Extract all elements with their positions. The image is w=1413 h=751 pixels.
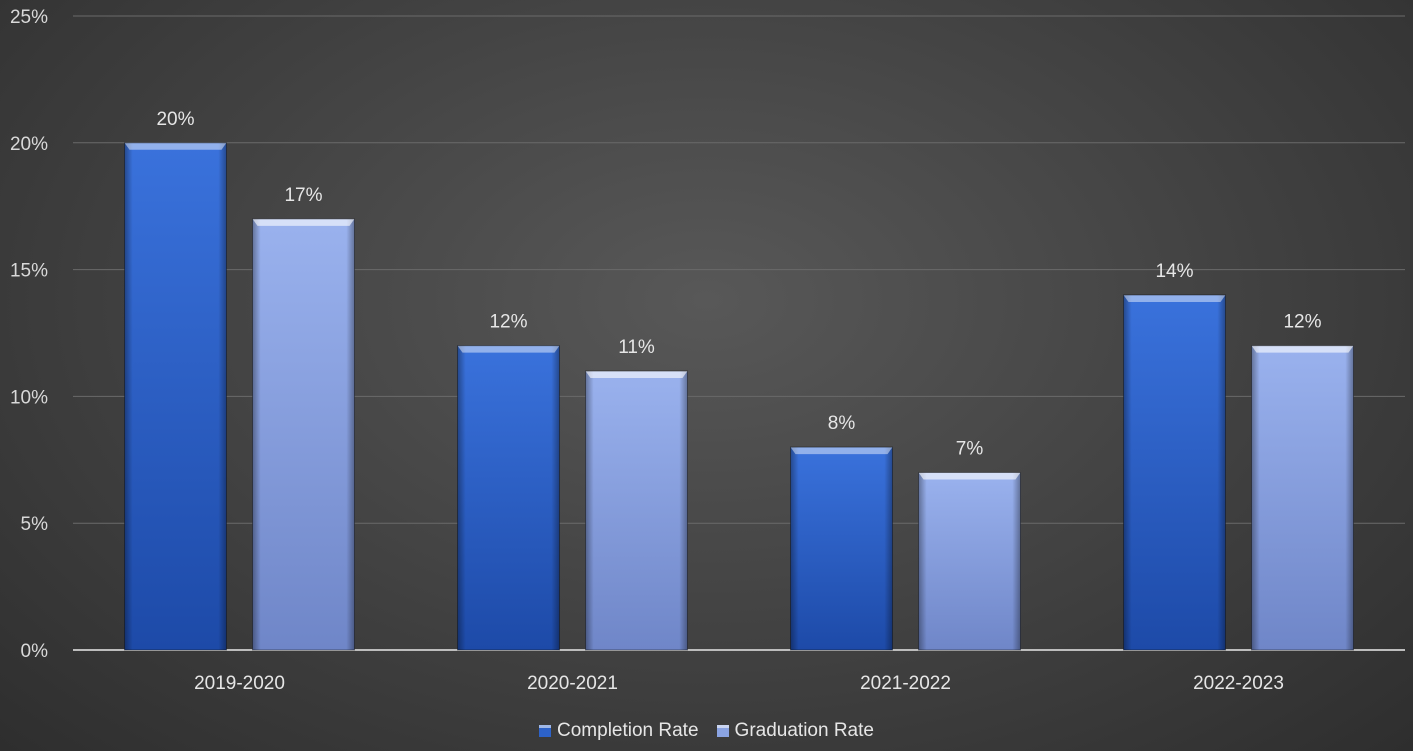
bar-top-bevel — [252, 218, 355, 226]
bar-completion-rate-2019-2020[interactable] — [124, 142, 227, 651]
bar-side-shade — [252, 218, 355, 650]
bar-top-bevel — [585, 371, 688, 379]
legend-label-graduation-rate: Graduation Rate — [734, 720, 874, 741]
bar-side-shade — [457, 345, 560, 650]
x-axis-ticks: 2019-2020 2020-2021 2021-2022 2022-2023 — [194, 673, 1284, 694]
y-tick-label: 25% — [10, 7, 48, 28]
bar-top-bevel — [457, 345, 560, 353]
data-label: 17% — [284, 185, 322, 206]
bar-outline — [1123, 294, 1226, 651]
bar-side-shade — [585, 371, 688, 650]
bar-outline — [585, 370, 688, 651]
bar-side-shade — [124, 142, 227, 651]
y-tick-label: 5% — [21, 514, 49, 535]
bar-completion-rate-2020-2021[interactable] — [457, 345, 560, 651]
bar-outline — [457, 345, 560, 651]
bar-top-bevel — [124, 142, 227, 150]
bar-completion-rate-2022-2023[interactable] — [1123, 294, 1226, 651]
legend-label-completion-rate: Completion Rate — [557, 720, 699, 741]
bar-side-shade — [918, 472, 1021, 650]
data-label: 20% — [156, 109, 194, 130]
bar-top-bevel — [790, 447, 893, 455]
bar-graduation-rate-2019-2020[interactable] — [252, 218, 355, 651]
bar-top-bevel — [1251, 345, 1354, 353]
y-tick-label: 0% — [21, 641, 49, 662]
data-label: 7% — [956, 438, 984, 459]
bar-graduation-rate-2020-2021[interactable] — [585, 370, 688, 651]
y-tick-label: 10% — [10, 387, 48, 408]
bar-outline — [790, 446, 893, 651]
data-label: 11% — [618, 337, 655, 358]
bar-outline — [124, 142, 227, 651]
legend-item-completion-rate[interactable]: Completion Rate — [539, 720, 699, 742]
y-tick-label: 20% — [10, 134, 48, 155]
bar-completion-rate-2021-2022[interactable] — [790, 446, 893, 651]
bar-outline — [1251, 345, 1354, 651]
x-tick-label: 2020-2021 — [527, 673, 618, 694]
data-label: 8% — [828, 413, 856, 434]
bar-graduation-rate-2022-2023[interactable] — [1251, 345, 1354, 651]
x-tick-label: 2022-2023 — [1193, 673, 1284, 694]
bar-outline — [252, 218, 355, 651]
bar-top-bevel — [918, 472, 1021, 480]
y-tick-label: 15% — [10, 261, 48, 282]
data-label: 12% — [1283, 312, 1321, 333]
bar-outline — [918, 471, 1021, 651]
bar-side-shade — [1123, 294, 1226, 650]
bar-side-shade — [1251, 345, 1354, 650]
legend-swatch-graduation-rate — [716, 725, 729, 737]
x-tick-label: 2021-2022 — [860, 673, 951, 694]
bars — [124, 142, 1354, 651]
data-labels: 20% 17% 12% 11% 8% 7% 14% 12% — [156, 109, 1321, 460]
bar-top-bevel — [1123, 294, 1226, 302]
bar-side-shade — [790, 447, 893, 650]
data-label: 12% — [489, 312, 527, 333]
data-label: 14% — [1155, 261, 1193, 282]
bar-graduation-rate-2021-2022[interactable] — [918, 471, 1021, 651]
legend: Completion Rate Graduation Rate — [0, 720, 1413, 742]
legend-item-graduation-rate[interactable]: Graduation Rate — [716, 720, 874, 742]
y-axis-ticks: 0% 5% 10% 15% 20% 25% — [10, 7, 48, 662]
legend-swatch-completion-rate — [539, 725, 552, 737]
x-tick-label: 2019-2020 — [194, 673, 285, 694]
